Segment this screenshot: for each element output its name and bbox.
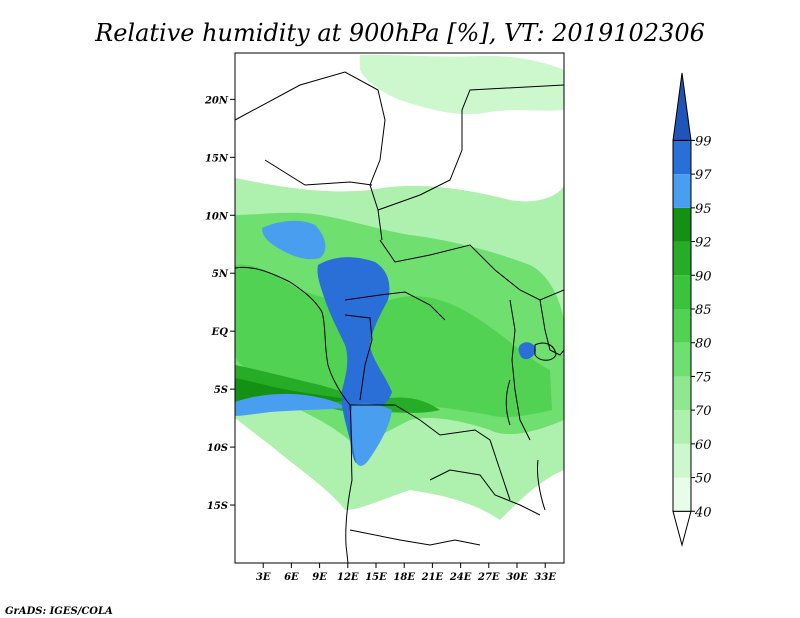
humidity-region-90 xyxy=(235,365,440,413)
colorbar-label: 50 xyxy=(695,472,712,487)
colorbar-bin xyxy=(673,140,691,175)
colorbar-label: 99 xyxy=(695,134,712,149)
lat-tick-label: 5S xyxy=(214,385,228,396)
colorbar-label: 75 xyxy=(695,370,712,385)
lat-tick-label: 15S xyxy=(207,501,228,512)
colorbar-label: 60 xyxy=(695,438,712,453)
border-central-africa xyxy=(379,239,564,301)
country-borders xyxy=(235,71,564,563)
colorbar-label: 97 xyxy=(695,168,712,183)
lon-tick-label: 3E xyxy=(256,572,271,583)
lon-tick-label: 24E xyxy=(449,572,472,583)
colorbar-label: 70 xyxy=(695,404,712,419)
colorbar-label: 90 xyxy=(695,269,712,284)
longitude-axis: 3E 6E 9E 12E 15E 18E 21E 24E 27E 30E 33E xyxy=(256,563,556,583)
map-area: 20N 15N 10N 5N EQ 5S 10S 15S 3E 6E 9E 12E 15E 18E 21E… xyxy=(204,52,565,583)
coastline-west-africa xyxy=(235,266,353,563)
lake-victoria xyxy=(534,342,557,361)
humidity-region-97-south xyxy=(351,403,392,466)
colorbar-bin xyxy=(673,410,691,444)
colorbar-bin xyxy=(673,207,691,242)
colorbar-label: 95 xyxy=(695,202,712,217)
lon-tick-label: 18E xyxy=(393,572,415,583)
colorbar-bottom-triangle xyxy=(672,510,692,547)
footer-credit: GrADS: IGES/COLA xyxy=(5,606,113,617)
map-title: Relative humidity at 900hPa [%], VT: 201… xyxy=(94,19,705,47)
lat-tick-label: 15N xyxy=(205,153,229,164)
colorbar-bin xyxy=(673,342,691,377)
lat-tick-label: EQ xyxy=(211,327,229,338)
border-congo-north xyxy=(344,291,446,321)
humidity-region-97-west xyxy=(235,393,345,416)
border-angola-south xyxy=(349,529,481,546)
border-great-lakes xyxy=(509,299,531,441)
lat-tick-label: 5N xyxy=(212,269,229,280)
colorbar-label: 92 xyxy=(695,236,712,251)
humidity-region-north-patch xyxy=(360,54,564,115)
latitude-axis: 20N 15N 10N 5N EQ 5S 10S 15S xyxy=(204,95,235,512)
lat-tick-label: 20N xyxy=(204,95,229,106)
colorbar-bin xyxy=(673,309,691,343)
lon-tick-label: 6E xyxy=(284,572,299,583)
lon-tick-label: 33E xyxy=(534,572,556,583)
border-south-congo xyxy=(350,404,511,501)
colorbar-label: 80 xyxy=(695,337,712,352)
colorbar-bin xyxy=(673,241,691,276)
colorbar-bin xyxy=(673,443,691,478)
humidity-region-97-north xyxy=(262,220,326,260)
lat-tick-label: 10S xyxy=(207,443,228,454)
border-congo-river xyxy=(344,314,373,401)
colorbar: 40 50 60 70 75 80 85 90 92 95 97 99 xyxy=(672,72,712,547)
colorbar-frame xyxy=(672,139,692,512)
lon-tick-label: 12E xyxy=(337,572,359,583)
border-sahara-north xyxy=(235,71,386,241)
humidity-region-east-blue xyxy=(518,342,536,360)
humidity-region-85 xyxy=(235,264,552,418)
colorbar-bin xyxy=(673,174,691,208)
border-east-africa xyxy=(539,299,564,356)
lake-tanganyika xyxy=(505,379,511,426)
colorbar-bin xyxy=(673,275,691,309)
lon-tick-label: 9E xyxy=(312,572,327,583)
colorbar-label: 85 xyxy=(695,303,712,318)
colorbar-top-triangle xyxy=(672,72,692,141)
border-chad xyxy=(377,84,564,211)
border-sahel xyxy=(264,159,373,186)
humidity-region-99-core xyxy=(317,257,392,464)
map-frame xyxy=(234,52,565,564)
colorbar-bin xyxy=(673,477,691,512)
lon-tick-label: 27E xyxy=(477,572,500,583)
lat-tick-label: 10N xyxy=(205,211,229,222)
border-zambia xyxy=(429,469,541,516)
lon-tick-label: 21E xyxy=(421,572,444,583)
lon-tick-label: 30E xyxy=(506,572,528,583)
colorbar-label: 40 xyxy=(694,505,712,520)
lake-malawi xyxy=(537,459,546,511)
colorbar-bin xyxy=(673,376,691,411)
lon-tick-label: 15E xyxy=(365,572,387,583)
